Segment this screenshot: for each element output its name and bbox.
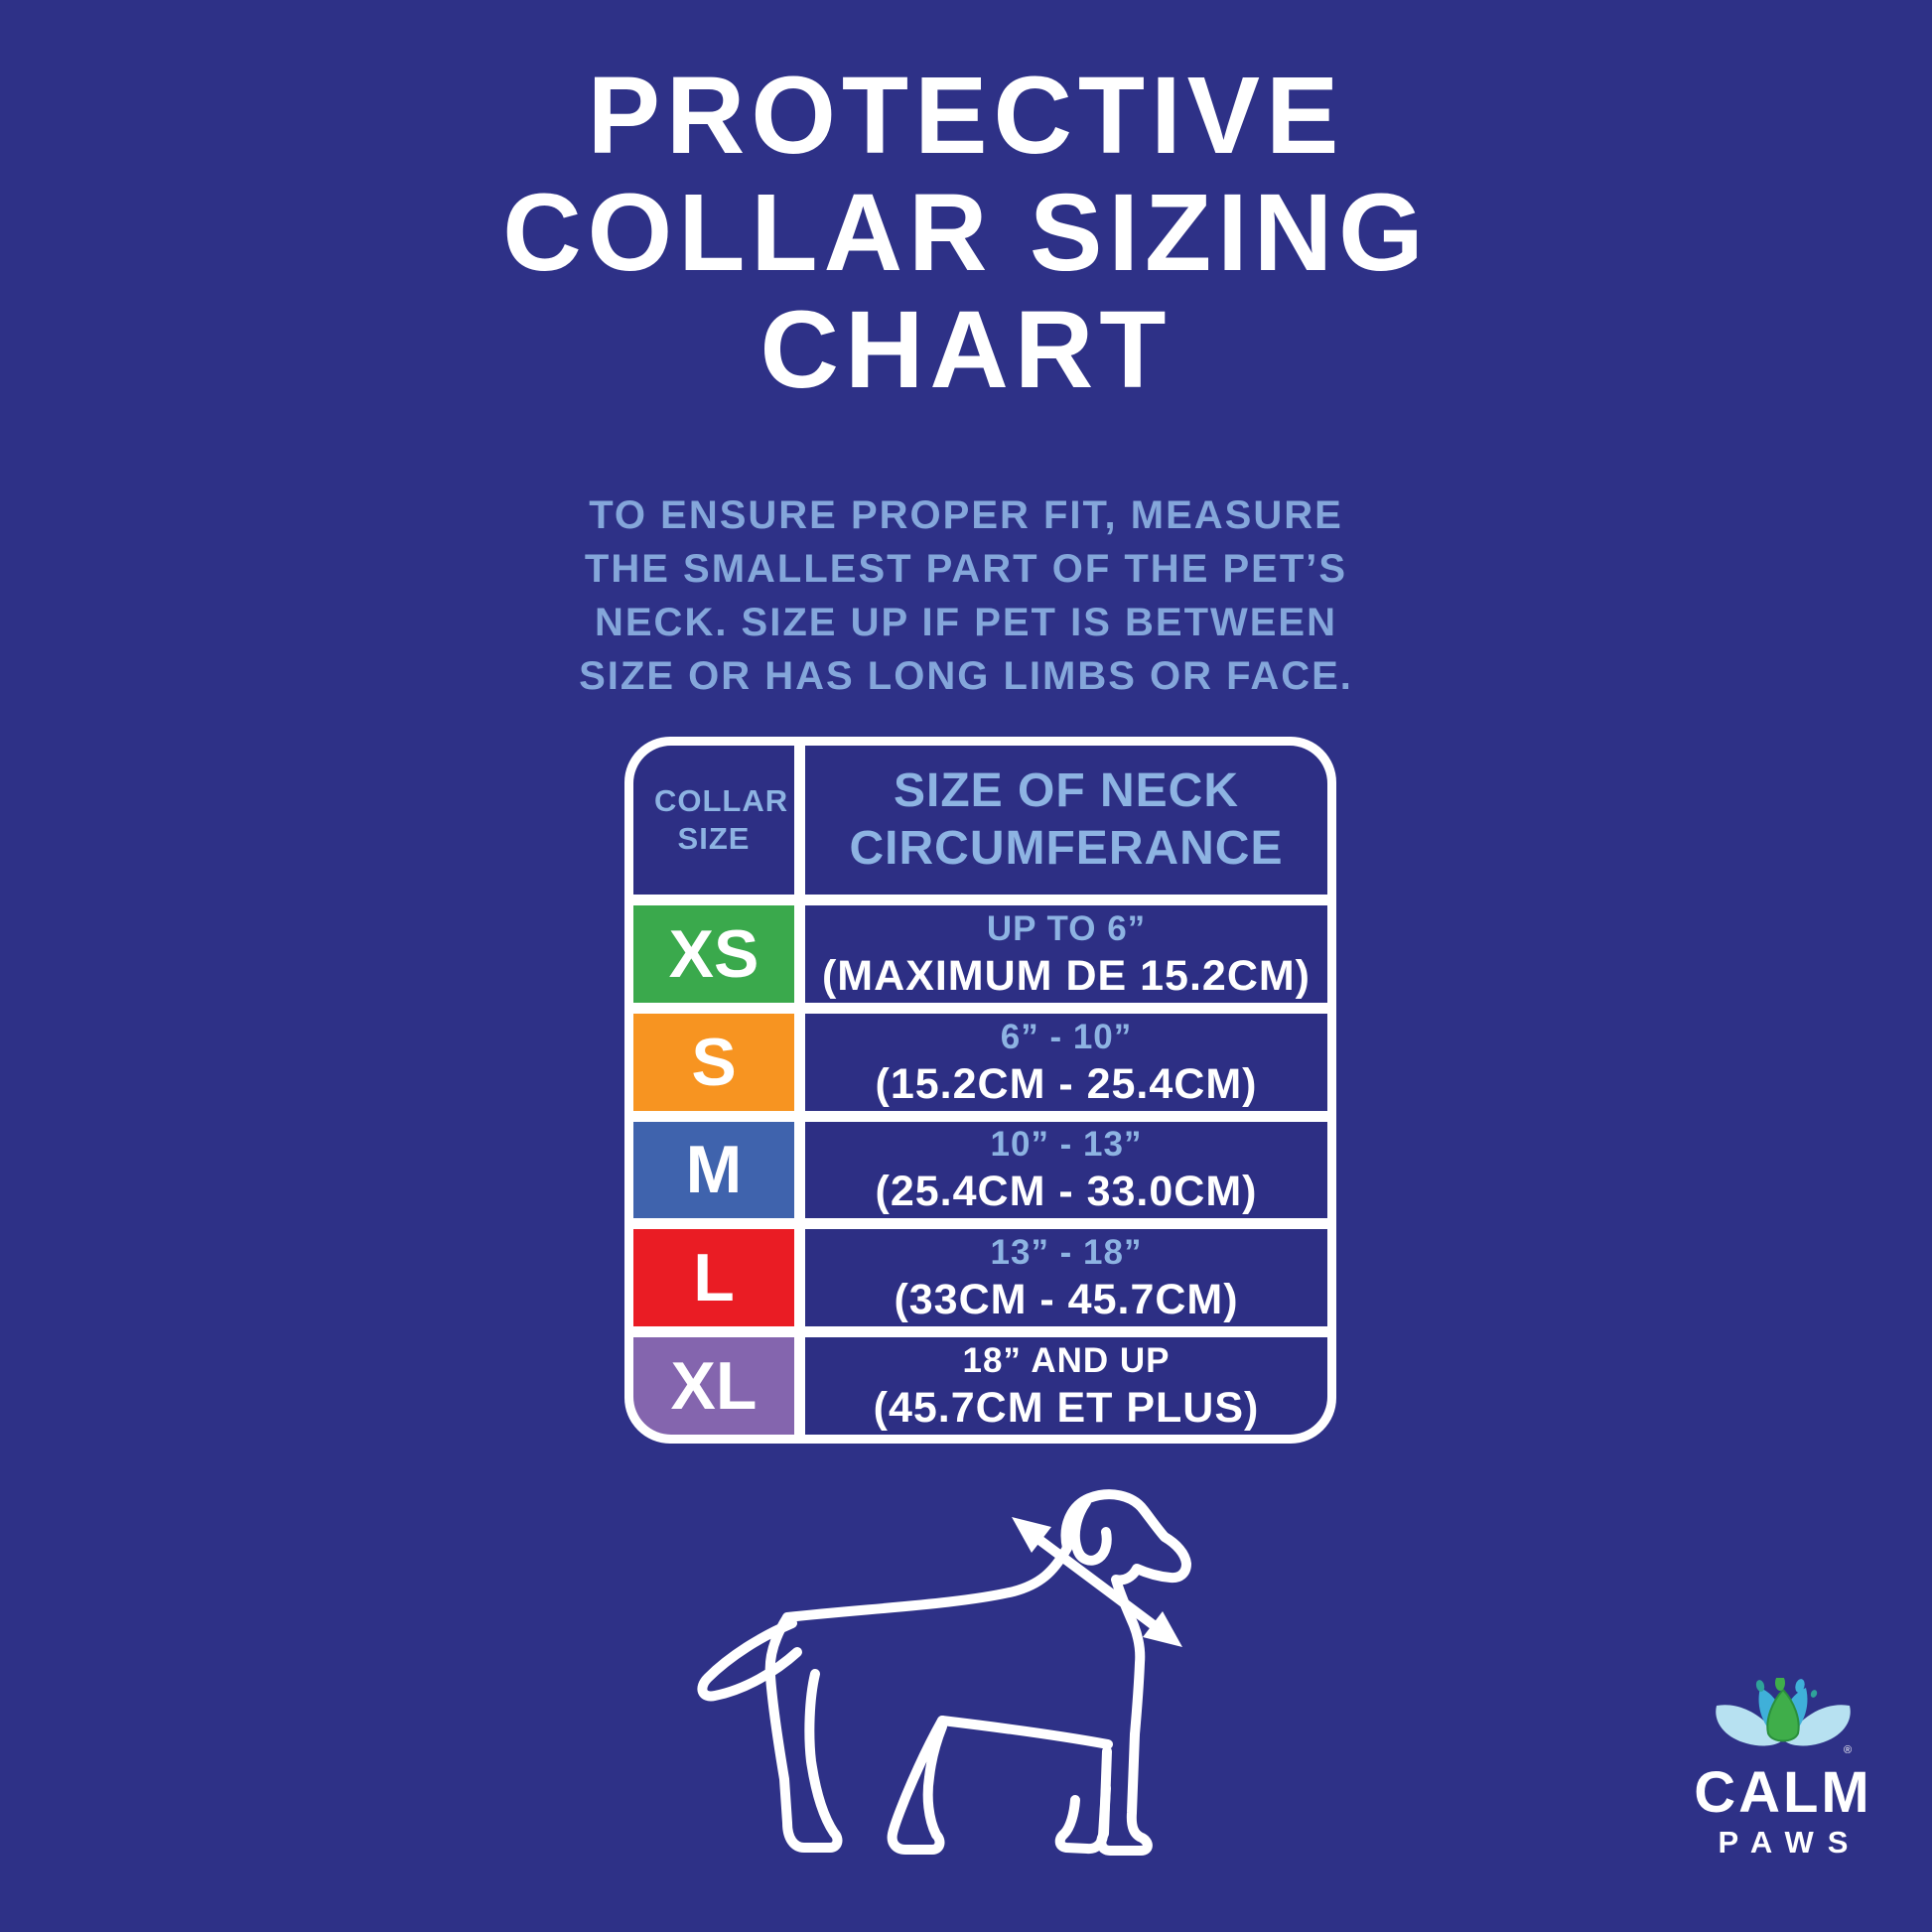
badge-m: M: [633, 1121, 794, 1219]
sizing-table: COLLAR SIZE SIZE OF NECK CIRCUMFERANCE X…: [624, 737, 1336, 1444]
table-row-xl: 18” AND UP (45.7CM ET PLUS): [805, 1337, 1327, 1435]
measurement-instructions: TO ENSURE PROPER FIT, MEASURE THE SMALLE…: [0, 488, 1932, 703]
table-row-l: 13” - 18” (33CM - 45.7CM): [805, 1229, 1327, 1327]
dog-hind-leg: [887, 1716, 947, 1855]
title-line-1: PROTECTIVE: [587, 55, 1345, 177]
brand-name: CALM: [1694, 1760, 1872, 1825]
dog-hind-leg-far: [764, 1612, 843, 1853]
title-line-3: CHART: [759, 289, 1173, 411]
measure-arrow-shaft: [1035, 1535, 1159, 1630]
table-row-m: 10” - 13” (25.4CM - 33.0CM): [805, 1121, 1327, 1219]
instructions-line-3: NECK. SIZE UP IF PET IS BETWEEN: [594, 601, 1337, 644]
instructions-line-2: THE SMALLEST PART OF THE PET’S: [584, 547, 1348, 591]
table-row-xs: UP TO 6” (MAXIMUM DE 15.2CM): [805, 905, 1327, 1003]
title-line-2: COLLAR SIZING: [502, 172, 1430, 294]
badge-xl: XL: [633, 1337, 794, 1435]
header-neck-circumference: SIZE OF NECK CIRCUMFERANCE: [805, 746, 1327, 895]
instructions-line-4: SIZE OR HAS LONG LIMBS OR FACE.: [579, 654, 1353, 698]
row-l-range-inches: 13” - 18”: [990, 1233, 1143, 1273]
badge-s: S: [633, 1013, 794, 1111]
header-collar-size-label: COLLAR SIZE: [654, 783, 789, 856]
dog-tail: [697, 1618, 802, 1702]
calm-paws-logo: ® CALM PAWS: [1678, 1678, 1888, 1863]
table-row-s: 6” - 10” (15.2CM - 25.4CM): [805, 1013, 1327, 1111]
row-s-range-cm: (15.2CM - 25.4CM): [875, 1059, 1258, 1108]
header-collar-size: COLLAR SIZE: [633, 746, 794, 895]
brand-subname: PAWS: [1718, 1825, 1863, 1860]
badge-xs: XS: [633, 905, 794, 1003]
page-title: PROTECTIVE COLLAR SIZING CHART: [0, 58, 1932, 409]
row-m-range-cm: (25.4CM - 33.0CM): [875, 1168, 1258, 1216]
dog-head-outline: [1060, 1489, 1191, 1739]
row-xl-range-inches: 18” AND UP: [962, 1341, 1171, 1381]
dog-measure-diagram: [697, 1489, 1191, 1856]
instructions-line-1: TO ENSURE PROPER FIT, MEASURE: [589, 493, 1343, 537]
header-neck-circumference-label: SIZE OF NECK CIRCUMFERANCE: [849, 764, 1284, 875]
dog-front-leg-far: [1054, 1783, 1111, 1855]
lotus-paw-icon: ®: [1716, 1678, 1852, 1756]
row-m-range-inches: 10” - 13”: [990, 1125, 1143, 1165]
badge-l: L: [633, 1229, 794, 1327]
row-xl-range-cm: (45.7CM ET PLUS): [873, 1384, 1260, 1433]
registered-mark: ®: [1844, 1744, 1852, 1756]
dog-belly-line: [937, 1716, 1113, 1749]
row-xs-range-inches: UP TO 6”: [986, 908, 1147, 948]
dog-outline-illustration: [690, 1485, 1196, 1867]
measure-arrowhead-down: [1143, 1611, 1182, 1647]
dog-ear: [1069, 1497, 1112, 1566]
measure-arrowhead-up: [1012, 1517, 1051, 1553]
row-xs-range-cm: (MAXIMUM DE 15.2CM): [821, 951, 1311, 1000]
row-s-range-inches: 6” - 10”: [1000, 1017, 1133, 1056]
dog-back-line: [782, 1543, 1072, 1622]
row-l-range-cm: (33CM - 45.7CM): [894, 1276, 1239, 1324]
